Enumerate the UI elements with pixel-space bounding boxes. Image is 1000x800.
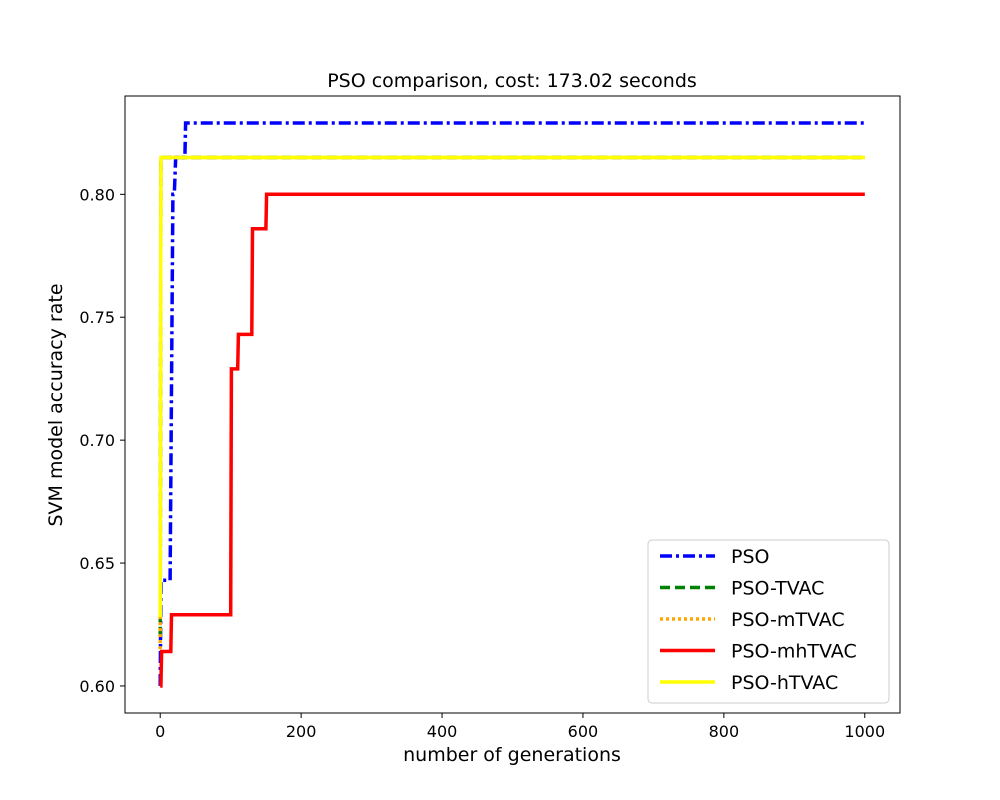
y-tick-label: 0.75 <box>79 308 115 327</box>
y-tick-label: 0.60 <box>79 677 115 696</box>
legend-label-pso: PSO <box>731 546 769 568</box>
x-tick-label: 1000 <box>844 722 885 741</box>
y-axis: 0.60 0.65 0.70 0.75 0.80 <box>79 185 125 696</box>
x-tick-label: 600 <box>568 722 599 741</box>
x-axis: 0 200 400 600 800 1000 <box>155 713 885 741</box>
chart-title: PSO comparison, cost: 173.02 seconds <box>327 70 697 92</box>
legend-box <box>647 539 890 704</box>
x-axis-label: number of generations <box>403 744 621 766</box>
y-tick-label: 0.70 <box>79 431 115 450</box>
y-tick-label: 0.80 <box>79 185 115 204</box>
series-line-pso-htvac <box>158 155 865 618</box>
y-tick-label: 0.65 <box>79 554 115 573</box>
x-tick-label: 0 <box>155 722 165 741</box>
legend-label-pso-mtvac: PSO-mTVAC <box>731 609 845 631</box>
series-group <box>158 121 865 688</box>
series-line-pso <box>158 121 865 687</box>
legend-label-pso-htvac: PSO-hTVAC <box>731 672 838 694</box>
series-line-pso-mhtvac <box>159 192 865 688</box>
plot-area <box>124 95 901 714</box>
plot-frame <box>124 95 901 714</box>
y-axis-label: SVM model accuracy rate <box>45 283 67 526</box>
x-tick-label: 800 <box>709 722 740 741</box>
x-tick-label: 400 <box>427 722 458 741</box>
legend: PSO PSO-TVAC PSO-mTVAC PSO-mhTVAC PSO-hTVAC <box>647 539 890 704</box>
legend-label-pso-mhtvac: PSO-mhTVAC <box>731 641 857 663</box>
legend-label-pso-tvac: PSO-TVAC <box>731 578 824 600</box>
x-tick-label: 200 <box>286 722 317 741</box>
